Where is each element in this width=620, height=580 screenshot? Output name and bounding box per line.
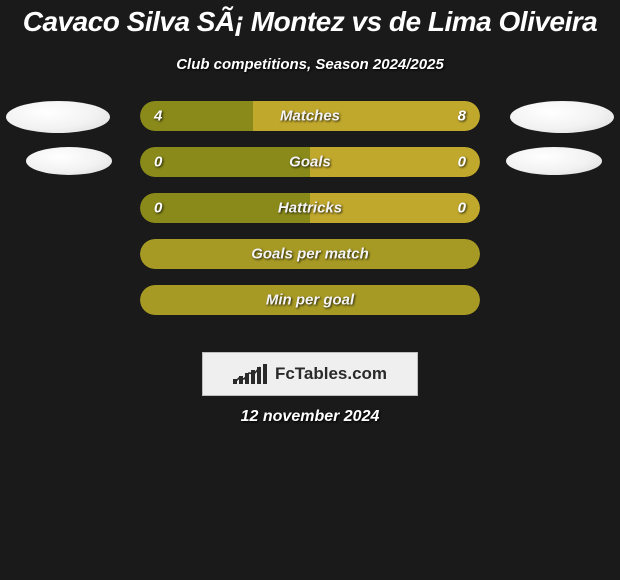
logo-bar (233, 379, 237, 384)
stat-label: Min per goal (266, 292, 354, 309)
stat-row: Min per goal (0, 285, 620, 317)
logo-bars-icon (233, 364, 269, 384)
player-avatar-left (6, 101, 110, 133)
logo-bar (239, 376, 243, 384)
stat-bar: 4 8 Matches (140, 101, 480, 131)
player-avatar-right (510, 101, 614, 133)
bar-left (140, 147, 310, 177)
stat-label: Goals per match (251, 246, 369, 263)
stat-label: Matches (280, 108, 340, 125)
stat-label: Goals (289, 154, 331, 171)
stat-row: 0 0 Goals (0, 147, 620, 179)
stats-rows: 4 8 Matches 0 0 Goals 0 0 Hattricks Goals per mat… (0, 101, 620, 317)
logo-text: FcTables.com (275, 364, 387, 384)
bar-right (310, 147, 480, 177)
subtitle: Club competitions, Season 2024/2025 (0, 56, 620, 73)
player-avatar-left (26, 147, 112, 175)
stat-value-right: 0 (458, 200, 466, 217)
stat-value-left: 0 (154, 154, 162, 171)
stat-value-left: 0 (154, 200, 162, 217)
player-avatar-right (506, 147, 602, 175)
page-title: Cavaco Silva SÃ¡ Montez vs de Lima Olive… (0, 0, 620, 38)
stat-label: Hattricks (278, 200, 342, 217)
stat-bar: Goals per match (140, 239, 480, 269)
logo-bar (257, 367, 261, 384)
stat-bar: 0 0 Goals (140, 147, 480, 177)
stat-bar: 0 0 Hattricks (140, 193, 480, 223)
stat-value-right: 0 (458, 154, 466, 171)
stat-row: Goals per match (0, 239, 620, 271)
logo-bar (245, 373, 249, 384)
stat-value-right: 8 (458, 108, 466, 125)
logo-bar (251, 370, 255, 384)
stat-bar: Min per goal (140, 285, 480, 315)
fctables-logo: FcTables.com (202, 352, 418, 396)
stat-row: 0 0 Hattricks (0, 193, 620, 225)
stat-row: 4 8 Matches (0, 101, 620, 133)
stat-value-left: 4 (154, 108, 162, 125)
date-label: 12 november 2024 (241, 408, 380, 426)
logo-bar (263, 364, 267, 384)
comparison-card: Cavaco Silva SÃ¡ Montez vs de Lima Olive… (0, 0, 620, 580)
